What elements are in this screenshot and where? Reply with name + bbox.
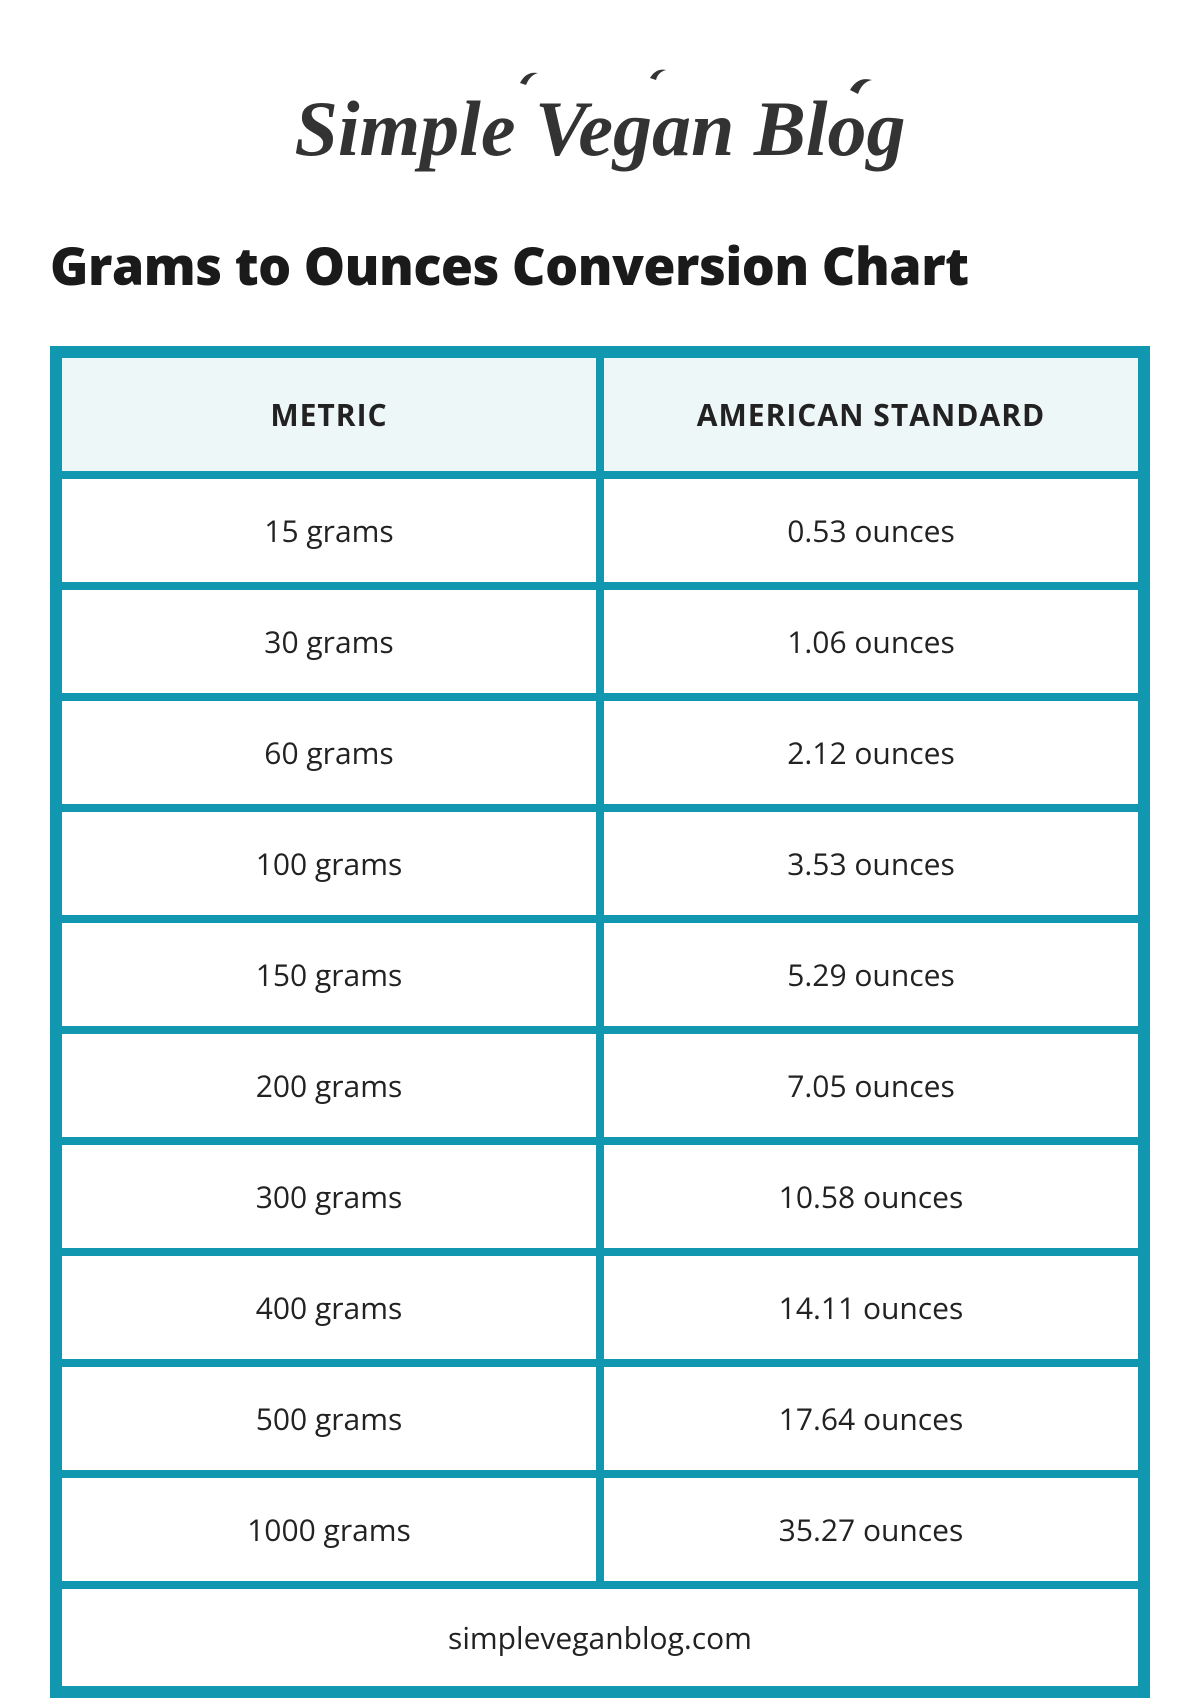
metric-cell: 150 grams bbox=[62, 923, 596, 1026]
table-row: 300 grams 10.58 ounces bbox=[62, 1145, 1138, 1248]
table-row: 400 grams 14.11 ounces bbox=[62, 1256, 1138, 1359]
table-row: 60 grams 2.12 ounces bbox=[62, 701, 1138, 804]
ounces-cell: 5.29 ounces bbox=[604, 923, 1138, 1026]
metric-cell: 60 grams bbox=[62, 701, 596, 804]
table-row: 200 grams 7.05 ounces bbox=[62, 1034, 1138, 1137]
ounces-cell: 3.53 ounces bbox=[604, 812, 1138, 915]
table-row: 15 grams 0.53 ounces bbox=[62, 479, 1138, 582]
col-header-american: AMERICAN STANDARD bbox=[604, 358, 1138, 471]
metric-cell: 500 grams bbox=[62, 1367, 596, 1470]
table-footer-row: simpleveganblog.com bbox=[62, 1589, 1138, 1686]
conversion-table: METRIC AMERICAN STANDARD 15 grams 0.53 o… bbox=[50, 346, 1150, 1698]
metric-cell: 1000 grams bbox=[62, 1478, 596, 1581]
table-row: 500 grams 17.64 ounces bbox=[62, 1367, 1138, 1470]
metric-cell: 300 grams bbox=[62, 1145, 596, 1248]
table-row: 30 grams 1.06 ounces bbox=[62, 590, 1138, 693]
ounces-cell: 2.12 ounces bbox=[604, 701, 1138, 804]
table-row: 1000 grams 35.27 ounces bbox=[62, 1478, 1138, 1581]
ounces-cell: 7.05 ounces bbox=[604, 1034, 1138, 1137]
logo-svg: Simple Vegan Blog bbox=[290, 60, 910, 200]
table-header-row: METRIC AMERICAN STANDARD bbox=[62, 358, 1138, 471]
metric-cell: 400 grams bbox=[62, 1256, 596, 1359]
table-row: 100 grams 3.53 ounces bbox=[62, 812, 1138, 915]
ounces-cell: 1.06 ounces bbox=[604, 590, 1138, 693]
page-title: Grams to Ounces Conversion Chart bbox=[50, 230, 1150, 301]
logo-text: Simple Vegan Blog bbox=[294, 85, 905, 172]
ounces-cell: 0.53 ounces bbox=[604, 479, 1138, 582]
col-header-metric: METRIC bbox=[62, 358, 596, 471]
metric-cell: 200 grams bbox=[62, 1034, 596, 1137]
ounces-cell: 10.58 ounces bbox=[604, 1145, 1138, 1248]
metric-cell: 15 grams bbox=[62, 479, 596, 582]
table-row: 150 grams 5.29 ounces bbox=[62, 923, 1138, 1026]
ounces-cell: 17.64 ounces bbox=[604, 1367, 1138, 1470]
ounces-cell: 35.27 ounces bbox=[604, 1478, 1138, 1581]
ounces-cell: 14.11 ounces bbox=[604, 1256, 1138, 1359]
site-logo: Simple Vegan Blog bbox=[50, 60, 1150, 205]
metric-cell: 30 grams bbox=[62, 590, 596, 693]
metric-cell: 100 grams bbox=[62, 812, 596, 915]
table-footer: simpleveganblog.com bbox=[62, 1589, 1138, 1686]
